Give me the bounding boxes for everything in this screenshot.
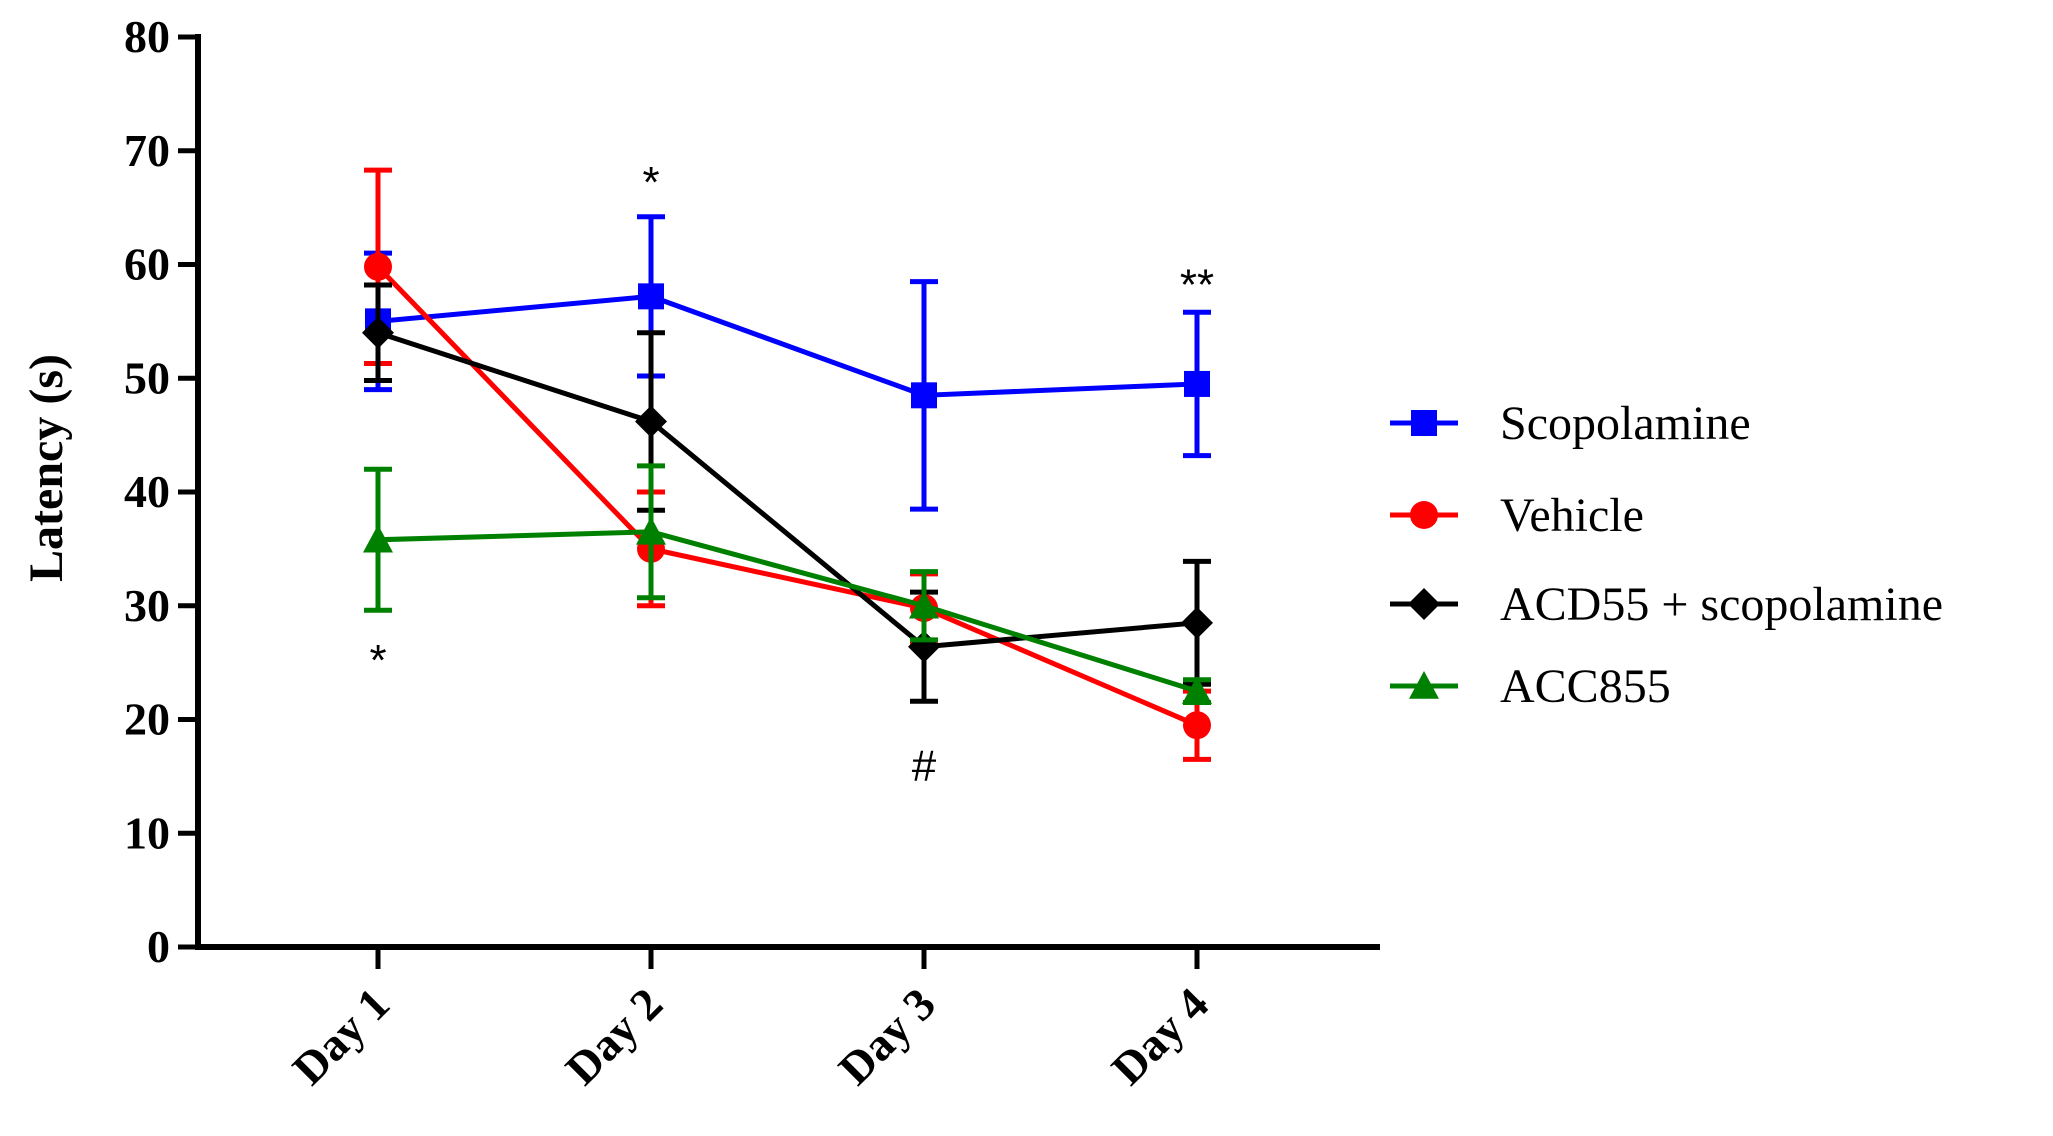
annotations: **#** — [369, 158, 1214, 791]
data-point — [636, 516, 666, 545]
series-line — [377, 529, 1198, 694]
data-point — [911, 382, 937, 409]
legend-marker — [1410, 501, 1438, 529]
x-tick-label: Day 4 — [1102, 978, 1218, 1094]
legend-marker — [1408, 588, 1440, 620]
legend-label: ACC855 — [1500, 660, 1671, 713]
series-line — [376, 265, 1198, 728]
series-line — [377, 330, 1198, 650]
y-axis-title: Latency (s) — [20, 354, 73, 582]
data-point — [1183, 711, 1211, 740]
y-tick-label: 60 — [124, 239, 170, 290]
legend-item-scopolamine: Scopolamine — [1390, 397, 1751, 450]
series-scopolamine — [364, 214, 1211, 512]
data-point — [362, 316, 394, 349]
data-point — [1182, 676, 1212, 704]
x-tick-label: Day 2 — [556, 978, 672, 1094]
data-point — [638, 283, 664, 310]
y-tick-label: 50 — [124, 352, 170, 403]
y-ticks: 0 10 20 30 40 50 60 70 80 — [124, 11, 198, 972]
data-point — [1184, 370, 1210, 397]
series-acd55-scopolamine — [362, 282, 1213, 704]
legend-item-acc855: ACC855 — [1390, 660, 1671, 713]
x-ticks: Day 1 Day 2 Day 3 Day 4 — [283, 947, 1218, 1094]
y-tick-label: 30 — [124, 580, 170, 631]
data-point — [1181, 606, 1213, 639]
legend-label: ACD55 + scopolamine — [1500, 578, 1943, 631]
data-point — [909, 590, 939, 619]
y-tick-label: 10 — [124, 807, 170, 858]
y-tick-label: 80 — [124, 11, 170, 62]
significance-mark: # — [912, 742, 937, 791]
data-point — [364, 252, 392, 281]
y-tick-label: 0 — [147, 921, 170, 972]
series-acc855 — [363, 463, 1212, 705]
x-tick-label: Day 1 — [283, 978, 399, 1094]
significance-mark: * — [642, 158, 659, 207]
series-group — [362, 167, 1213, 762]
series-vehicle — [364, 167, 1211, 762]
y-tick-label: 20 — [124, 694, 170, 745]
legend-marker — [1409, 671, 1439, 699]
legend-label: Scopolamine — [1500, 397, 1751, 450]
legend-item-acd55-scopolamine: ACD55 + scopolamine — [1390, 578, 1943, 631]
x-tick-label: Day 3 — [829, 978, 945, 1094]
legend-marker — [1411, 410, 1437, 436]
legend: Scopolamine Vehicle ACD55 + scopolamine ACC… — [1390, 397, 1943, 713]
significance-mark: * — [369, 636, 386, 685]
significance-mark: ** — [1180, 261, 1214, 310]
data-point — [363, 524, 393, 553]
series-line — [377, 293, 1198, 398]
legend-item-vehicle: Vehicle — [1390, 489, 1644, 542]
legend-label: Vehicle — [1500, 489, 1644, 542]
y-tick-label: 40 — [124, 466, 170, 517]
y-tick-label: 70 — [124, 125, 170, 176]
data-point — [635, 405, 667, 438]
